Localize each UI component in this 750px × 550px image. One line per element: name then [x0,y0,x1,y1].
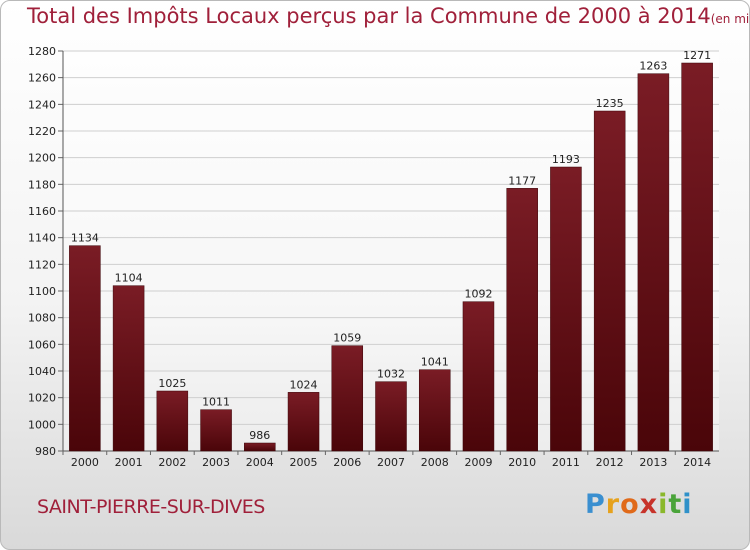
data-label: 1235 [596,97,624,110]
y-tick-label: 1180 [28,178,56,191]
data-label: 986 [249,429,270,442]
y-tick-label: 1220 [28,125,56,138]
x-tick-label: 2011 [552,456,580,469]
bar [681,62,713,452]
data-label: 1134 [71,232,99,245]
bar [112,285,145,452]
data-label: 1092 [464,288,492,301]
y-tick-label: 1120 [28,258,56,271]
data-label: 1177 [508,174,536,187]
bar [287,392,320,452]
bar [637,73,670,452]
x-tick-label: 2007 [377,456,405,469]
bar [331,345,364,452]
data-label: 1011 [202,396,230,409]
data-label: 1024 [290,378,318,391]
data-label: 1041 [421,356,449,369]
x-tick-label: 2008 [421,456,449,469]
x-tick-label: 2001 [115,456,143,469]
y-tick-label: 1020 [28,392,56,405]
bar [462,301,495,452]
bar [506,188,538,452]
x-tick-label: 2003 [202,456,230,469]
logo-letter: i [658,489,669,520]
y-tick-label: 1140 [28,232,56,245]
x-tick-label: 2010 [508,456,536,469]
x-tick-label: 2012 [596,456,624,469]
x-tick-label: 2009 [464,456,492,469]
data-label: 1032 [377,368,405,381]
bar [69,245,101,452]
logo-letter: r [605,489,621,520]
bar [244,442,276,452]
bar [593,110,626,452]
bar [375,381,407,452]
logo-letter: x [639,489,659,520]
logo-letter: i [682,489,693,520]
bar [156,390,189,452]
logo-letter: P [585,489,606,520]
title-row: Total des Impôts Locaux perçus par la Co… [27,4,750,28]
x-tick-label: 2005 [290,456,318,469]
x-tick-label: 2004 [246,456,274,469]
commune-name: SAINT-PIERRE-SUR-DIVES [37,496,265,518]
proxiti-logo: Proxiti [585,489,693,520]
y-tick-label: 1200 [28,152,56,165]
data-label: 1271 [683,49,711,62]
y-tick-label: 1000 [28,418,56,431]
x-tick-label: 2002 [158,456,186,469]
data-label: 1025 [158,377,186,390]
bar [418,369,451,452]
x-tick-label: 2000 [71,456,99,469]
y-tick-label: 1240 [28,98,56,111]
data-label: 1104 [115,272,143,285]
logo-letter: t [668,489,683,520]
chart-subtitle: (en milliers d'€) [710,12,750,26]
data-label: 1263 [639,60,667,73]
y-tick-label: 1080 [28,312,56,325]
y-tick-label: 1160 [28,205,56,218]
y-tick-label: 1060 [28,338,56,351]
y-tick-label: 1260 [28,72,56,85]
y-tick-label: 980 [35,445,56,458]
x-tick-label: 2014 [683,456,711,469]
x-tick-label: 2006 [333,456,361,469]
data-label: 1193 [552,153,580,166]
chart-title: Total des Impôts Locaux perçus par la Co… [27,4,711,28]
data-label: 1059 [333,332,361,345]
bar [200,409,232,452]
y-tick-label: 1100 [28,285,56,298]
logo-letter: o [620,489,640,520]
y-tick-label: 1040 [28,365,56,378]
bar [550,166,582,452]
y-tick-label: 1280 [28,45,56,58]
x-tick-label: 2013 [639,456,667,469]
